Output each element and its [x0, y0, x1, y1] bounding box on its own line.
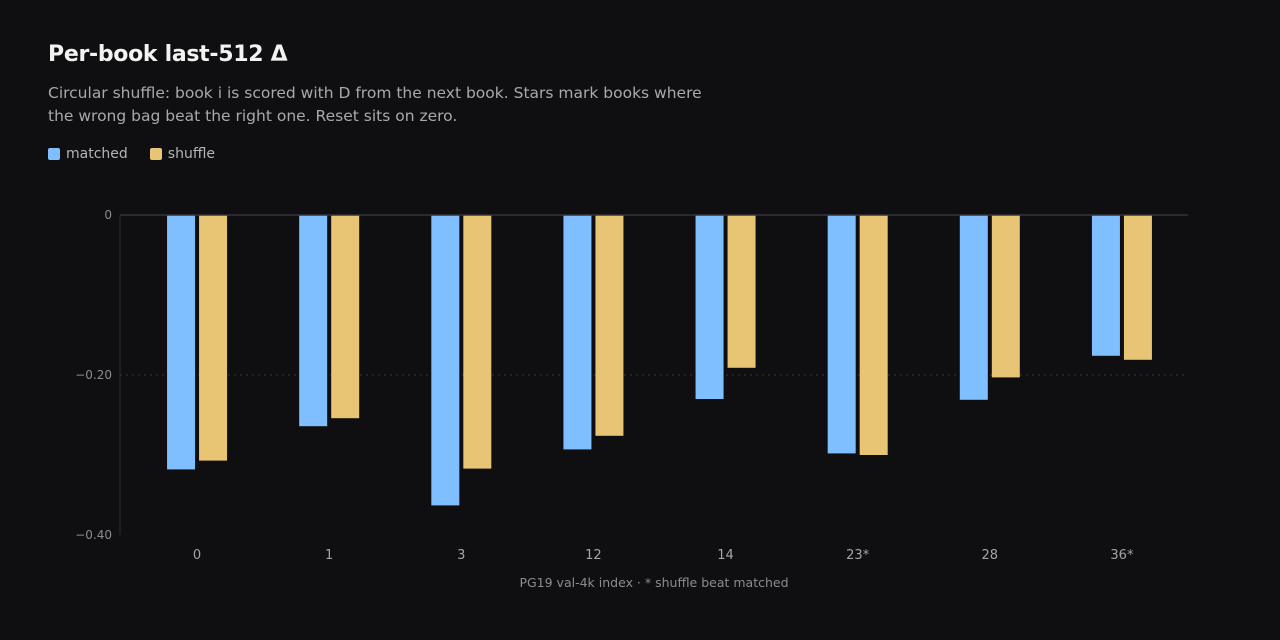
- bar-shuffle-3: [595, 215, 624, 436]
- x-tick-label: 23*: [846, 548, 870, 563]
- x-tick-label: 0: [193, 548, 201, 563]
- bar-matched-4: [695, 215, 724, 399]
- x-axis-title: PG19 val-4k index · * shuffle beat match…: [519, 575, 788, 590]
- legend-swatch-shuffle: [149, 148, 162, 160]
- chart-subtitle: Circular shuffle: book i is scored with …: [48, 84, 702, 125]
- bar-matched-3: [563, 215, 592, 450]
- x-tick-label: 1: [325, 548, 333, 563]
- bar-shuffle-4: [727, 215, 756, 368]
- y-tick-label: 0: [104, 208, 112, 222]
- chart-title: Per-book last-512 Δ: [48, 42, 288, 67]
- bar-shuffle-2: [463, 215, 492, 469]
- legend-item-matched: matched: [48, 146, 128, 162]
- y-tick-label: −0.20: [75, 368, 112, 382]
- legend-label-matched: matched: [66, 146, 128, 162]
- bar-matched-5: [827, 215, 856, 454]
- bar-shuffle-6: [991, 215, 1020, 378]
- bar-shuffle-0: [199, 215, 228, 461]
- legend-item-shuffle: shuffle: [149, 146, 215, 162]
- x-tick-label: 12: [585, 548, 602, 563]
- legend-label-shuffle: shuffle: [167, 146, 215, 162]
- bar-matched-7: [1091, 215, 1120, 356]
- y-tick-label: −0.40: [75, 528, 112, 542]
- legend-swatch-matched: [48, 148, 60, 160]
- x-tick-label: 3: [457, 548, 465, 563]
- bar-shuffle-1: [331, 215, 360, 419]
- bar-matched-1: [299, 215, 328, 427]
- bar-matched-0: [167, 215, 196, 470]
- bar-shuffle-5: [859, 215, 888, 455]
- bar-shuffle-7: [1123, 215, 1152, 360]
- x-tick-label: 14: [717, 548, 734, 563]
- x-tick-label: 28: [982, 548, 999, 563]
- legend: matched shuffle: [48, 146, 215, 162]
- bar-matched-6: [959, 215, 988, 400]
- bar-matched-2: [431, 215, 460, 506]
- x-tick-label: 36*: [1110, 548, 1134, 563]
